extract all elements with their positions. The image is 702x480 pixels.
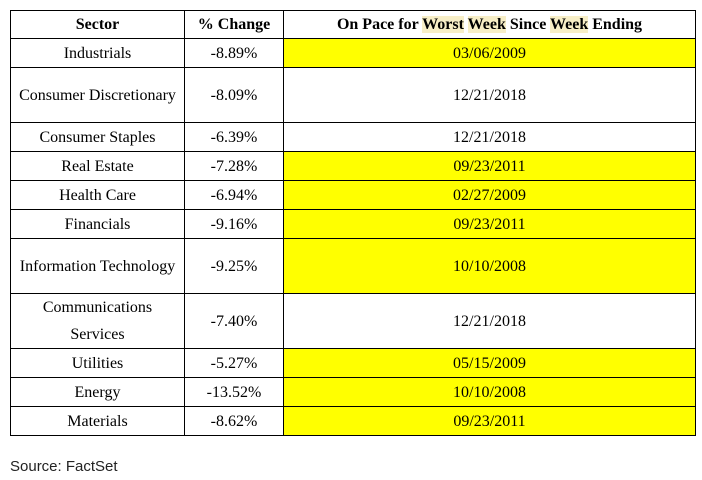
source-note: Source: FactSet	[10, 458, 118, 475]
cell-change: -7.40%	[184, 293, 284, 349]
header-pace-text: Ending	[588, 16, 643, 33]
cell-change: -7.28%	[184, 151, 284, 181]
cell-sector: Utilities	[10, 348, 185, 378]
table-row: Consumer Staples -6.39% 12/21/2018	[10, 122, 696, 152]
cell-date: 09/23/2011	[283, 406, 696, 436]
header-pace-text: Since	[505, 16, 550, 33]
cell-sector: Information Technology	[10, 238, 185, 294]
cell-change: -6.94%	[184, 180, 284, 210]
cell-date: 03/06/2009	[283, 38, 696, 68]
cell-change: -8.62%	[184, 406, 284, 436]
cell-date: 12/21/2018	[283, 122, 696, 152]
cell-date: 09/23/2011	[283, 151, 696, 181]
cell-date: 12/21/2018	[283, 67, 696, 123]
cell-date: 09/23/2011	[283, 209, 696, 239]
cell-date: 02/27/2009	[283, 180, 696, 210]
table-row: Information Technology -9.25% 10/10/2008	[10, 238, 696, 294]
cell-sector: Health Care	[10, 180, 185, 210]
table-row: Real Estate -7.28% 09/23/2011	[10, 151, 696, 181]
header-pace: On Pace for Worst Week Since Week Ending	[283, 10, 696, 39]
header-change: % Change	[184, 10, 284, 39]
table-row: Health Care -6.94% 02/27/2009	[10, 180, 696, 210]
cell-change: -8.89%	[184, 38, 284, 68]
header-pace-worst: Worst	[422, 16, 464, 33]
cell-sector: Real Estate	[10, 151, 185, 181]
header-pace-week: Week	[550, 16, 589, 33]
cell-date: 12/21/2018	[283, 293, 696, 349]
cell-sector: Industrials	[10, 38, 185, 68]
table-row: Materials -8.62% 09/23/2011	[10, 406, 696, 436]
cell-sector: Communications Services	[10, 293, 185, 349]
cell-change: -9.25%	[184, 238, 284, 294]
cell-sector: Consumer Discretionary	[10, 67, 185, 123]
header-row: Sector % Change On Pace for Worst Week S…	[10, 10, 696, 39]
cell-change: -13.52%	[184, 377, 284, 407]
cell-date: 05/15/2009	[283, 348, 696, 378]
cell-change: -9.16%	[184, 209, 284, 239]
cell-sector: Consumer Staples	[10, 122, 185, 152]
cell-sector: Financials	[10, 209, 185, 239]
header-pace-week: Week	[467, 16, 506, 33]
header-pace-text: On Pace for	[336, 16, 423, 33]
header-sector: Sector	[10, 10, 185, 39]
cell-date: 10/10/2008	[283, 238, 696, 294]
cell-sector: Energy	[10, 377, 185, 407]
cell-sector: Materials	[10, 406, 185, 436]
table-row: Consumer Discretionary -8.09% 12/21/2018	[10, 67, 696, 123]
sector-performance-table: Sector % Change On Pace for Worst Week S…	[10, 10, 696, 436]
cell-change: -8.09%	[184, 67, 284, 123]
cell-date: 10/10/2008	[283, 377, 696, 407]
cell-change: -5.27%	[184, 348, 284, 378]
table-row: Utilities -5.27% 05/15/2009	[10, 348, 696, 378]
table-row: Communications Services -7.40% 12/21/201…	[10, 293, 696, 349]
cell-change: -6.39%	[184, 122, 284, 152]
table-row: Energy -13.52% 10/10/2008	[10, 377, 696, 407]
table-row: Industrials -8.89% 03/06/2009	[10, 38, 696, 68]
table-row: Financials -9.16% 09/23/2011	[10, 209, 696, 239]
